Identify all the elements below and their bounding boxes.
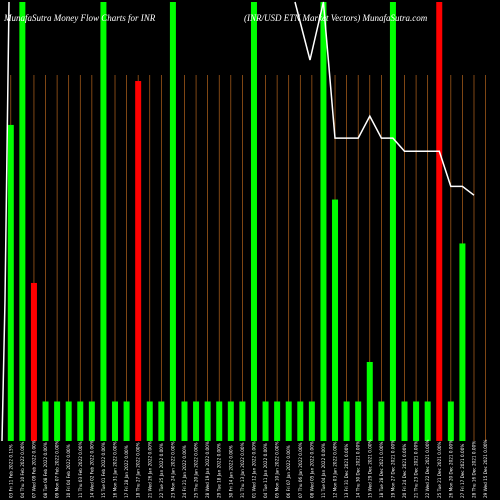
x-tick-label: 26 Mon 20 Dec 2021 0.00% — [448, 440, 453, 498]
x-tick-label: 19 Mon 27 Dec 2021 0.00% — [390, 440, 395, 498]
x-tick-label: 29 Wed 15 Dec 2021 0.00% — [483, 439, 488, 498]
bar — [285, 401, 292, 441]
bar — [65, 401, 72, 441]
bar — [436, 2, 443, 441]
bar — [123, 401, 130, 441]
x-tick-label: 25 Thu 20 Jan 2022 0.00% — [194, 442, 199, 498]
bar — [401, 401, 408, 441]
x-tick-label: 08 Wed 05 Jan 2022 0.00% — [309, 441, 314, 498]
x-tick-label: 20 Fri 24 Dec 2021 0.00% — [402, 444, 407, 498]
bar — [378, 401, 385, 441]
x-tick-label: 21 Wed 26 Jan 2022 0.00% — [147, 441, 152, 498]
bar — [250, 2, 257, 441]
bar — [389, 2, 396, 441]
x-tick-label: 10 Fri 04 Feb 2022 0.00% — [66, 444, 71, 498]
x-tick-label: 25 Tue 21 Dec 2021 0.00% — [437, 441, 442, 498]
bar — [77, 401, 84, 441]
x-tick-label: 07 Thu 06 Jan 2022 0.00% — [298, 442, 303, 498]
x-tick-label: 15 Tue 01 Feb 2022 0.00% — [101, 442, 106, 498]
bar — [7, 124, 14, 442]
x-tick-label: 15 Wed 29 Dec 2021 0.00% — [367, 439, 372, 498]
bar — [274, 401, 281, 441]
x-tick-label: 05 Mon 10 Jan 2022 0.00% — [275, 441, 280, 498]
bar — [30, 282, 37, 441]
x-tick-label: 28 Thu 16 Dec 2021 0.00% — [471, 441, 476, 498]
bar — [262, 401, 269, 441]
bar — [54, 401, 61, 441]
bar — [193, 401, 200, 441]
x-tick-label: 11 Thu 03 Feb 2022 0.00% — [78, 441, 83, 498]
bar — [146, 401, 153, 441]
x-tick-label: 12 Mon 03 Jan 2022 0.00% — [333, 441, 338, 498]
bar — [297, 401, 304, 441]
x-tick-label: 31 Thu 13 Jan 2022 0.00% — [240, 442, 245, 498]
x-tick-label: 28 Wed 19 Jan 2022 0.00% — [205, 441, 210, 498]
bar — [320, 2, 327, 441]
x-tick-label: 24 Fri 21 Jan 2022 0.00% — [182, 445, 187, 498]
bar — [100, 2, 107, 441]
x-tick-label: 22 Tue 25 Jan 2022 0.00% — [159, 443, 164, 498]
bars — [7, 2, 466, 442]
bar — [42, 401, 49, 441]
x-tick-label: 27 Fri 17 Dec 2021 0.00% — [460, 444, 465, 498]
x-tick-label: 18 Tue 28 Dec 2021 0.00% — [379, 441, 384, 498]
bar — [227, 401, 234, 441]
bar — [181, 401, 188, 441]
line-overlay — [1, 1, 475, 442]
x-tick-label: 03 Fri 11 Feb 2022 0.15% — [8, 444, 13, 498]
bar — [343, 401, 350, 441]
x-tick-label: 21 Thu 23 Dec 2021 0.00% — [414, 441, 419, 498]
x-tick-label: 09 Mon 07 Feb 2022 0.00% — [55, 440, 60, 498]
bar — [355, 401, 362, 441]
bar — [366, 361, 373, 441]
line-series — [294, 1, 475, 196]
x-tick-labels: 03 Fri 11 Feb 2022 0.15% 04 Thu 10 Feb 20… — [8, 439, 488, 498]
x-tick-label: 16 Mon 31 Jan 2022 0.00% — [113, 441, 118, 498]
bar — [19, 2, 26, 441]
x-tick-label: 29 Tue 18 Jan 2022 0.00% — [217, 443, 222, 498]
bar — [112, 401, 119, 441]
bar — [135, 81, 142, 442]
bar — [204, 401, 211, 441]
line-series-left — [1, 1, 10, 442]
bar — [424, 401, 431, 441]
bar — [169, 2, 176, 441]
x-tick-label: 14 Wed 02 Feb 2022 0.00% — [89, 440, 94, 498]
chart-title-left: MunafaSutra Money Flow Charts for INR — [3, 13, 156, 23]
x-tick-label: 08 Tue 08 Feb 2022 0.00% — [43, 442, 48, 498]
x-tick-label: 01 Wed 12 Jan 2022 0.00% — [251, 441, 256, 498]
x-tick-label: 06 Fri 07 Jan 2022 0.00% — [286, 445, 291, 498]
bar — [239, 401, 246, 441]
x-tick-label: 04 Thu 10 Feb 2022 0.00% — [20, 441, 25, 498]
x-tick-label: 17 Fri 28 Jan 2022 0.00% — [124, 445, 129, 498]
bar — [447, 401, 454, 441]
x-tick-label: 30 Fri 14 Jan 2022 0.00% — [228, 445, 233, 498]
bar — [308, 401, 315, 441]
chart-title-right: (INR/USD ETN Market Vectors) MunafaSutra… — [244, 13, 428, 23]
bar — [332, 199, 339, 441]
bar — [413, 401, 420, 441]
x-tick-label: 07 Wed 09 Feb 2022 0.00% — [31, 440, 36, 498]
x-tick-label: 23 Mon 24 Jan 2022 0.00% — [170, 441, 175, 498]
x-tick-label: 11 Tue 04 Jan 2022 0.00% — [321, 443, 326, 498]
bar — [88, 401, 95, 441]
x-tick-label: 18 Thu 27 Jan 2022 0.00% — [136, 442, 141, 498]
bar — [158, 401, 165, 441]
bar — [216, 401, 223, 441]
x-tick-label: 22 Wed 22 Dec 2021 0.00% — [425, 439, 430, 498]
bar — [459, 243, 466, 441]
x-tick-label: 04 Tue 11 Jan 2022 0.00% — [263, 443, 268, 498]
x-tick-label: 13 Fri 31 Dec 2021 0.00% — [344, 444, 349, 498]
x-tick-label: 14 Thu 30 Dec 2021 0.00% — [356, 441, 361, 498]
